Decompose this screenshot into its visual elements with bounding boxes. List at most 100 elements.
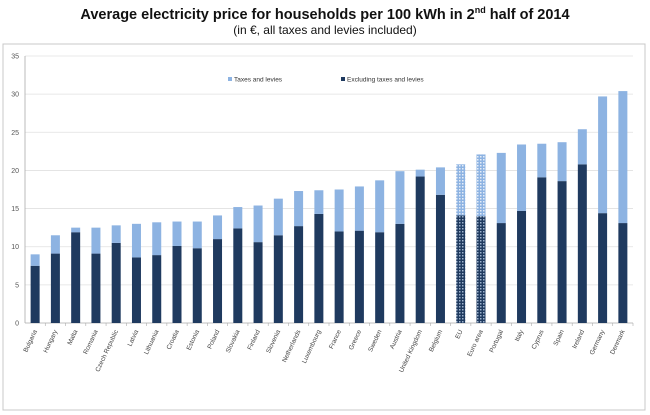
bar-excluding-croatia xyxy=(172,245,182,323)
bar-taxes-cyprus xyxy=(537,143,547,178)
x-tick-label: Italy xyxy=(514,328,526,342)
bar-excluding-euro-area xyxy=(476,216,486,323)
x-tick-label: Germany xyxy=(589,328,607,356)
bar-excluding-netherlands xyxy=(294,226,304,323)
y-tick-label: 0 xyxy=(15,321,19,328)
y-tick-label: 35 xyxy=(11,54,19,61)
x-tick-label: Croatia xyxy=(166,329,181,351)
bar-taxes-ireland xyxy=(577,129,587,165)
x-tick-label: Estonia xyxy=(186,329,202,352)
bar-taxes-malta xyxy=(71,227,81,233)
bar-excluding-eu xyxy=(456,215,466,323)
bar-taxes-romania xyxy=(91,227,101,254)
bar-taxes-latvia xyxy=(131,223,141,258)
bar-excluding-hungary xyxy=(50,253,60,323)
x-tick-label: Malta xyxy=(66,329,79,347)
legend-label-excluding: Excluding taxes and levies xyxy=(347,77,424,84)
x-tick-label: Slovenia xyxy=(265,329,282,355)
bar-excluding-greece xyxy=(354,230,364,323)
bar-taxes-sweden xyxy=(375,180,385,233)
x-tick-label: Portugal xyxy=(488,328,505,353)
bar-excluding-poland xyxy=(213,239,223,323)
x-tick-label: Spain xyxy=(553,329,567,347)
x-tick-label: Hungary xyxy=(42,328,59,354)
bar-taxes-finland xyxy=(253,205,263,243)
chart-frame xyxy=(2,43,646,411)
bar-excluding-latvia xyxy=(131,257,141,323)
x-tick-label: Czech Republic xyxy=(94,328,120,373)
x-tick-label: Bulgaria xyxy=(23,329,40,354)
x-tick-label: Slovakia xyxy=(225,329,242,355)
x-tick-label: EU xyxy=(454,329,464,340)
legend-label-taxes: Taxes and levies xyxy=(234,77,283,84)
x-tick-label: Ireland xyxy=(571,329,586,350)
chart-title: Average electricity price for households… xyxy=(0,5,650,23)
bar-taxes-eu xyxy=(456,164,466,216)
bar-excluding-italy xyxy=(517,210,527,323)
y-tick-label: 10 xyxy=(11,244,19,251)
bar-taxes-bulgaria xyxy=(30,254,40,266)
bar-excluding-sweden xyxy=(375,232,385,323)
bar-excluding-estonia xyxy=(192,248,202,323)
bar-excluding-malta xyxy=(71,232,81,323)
bar-taxes-austria xyxy=(395,171,405,224)
title-main: Average electricity price for households… xyxy=(80,6,475,23)
bar-excluding-lithuania xyxy=(152,255,162,323)
title-end: half of 2014 xyxy=(485,6,570,23)
bar-excluding-austria xyxy=(395,223,405,323)
bar-taxes-lithuania xyxy=(152,222,162,256)
bar-taxes-denmark xyxy=(618,91,628,224)
bar-excluding-france xyxy=(334,231,344,323)
bar-excluding-finland xyxy=(253,242,263,323)
bar-taxes-luxembourg xyxy=(314,190,324,214)
bar-excluding-czech-republic xyxy=(111,242,121,323)
bar-excluding-germany xyxy=(598,213,608,323)
bar-taxes-slovakia xyxy=(233,207,243,229)
bar-taxes-estonia xyxy=(192,221,202,249)
bar-excluding-cyprus xyxy=(537,177,547,323)
x-tick-label: Austria xyxy=(389,329,404,351)
bar-taxes-spain xyxy=(557,142,567,182)
bar-taxes-euro-area xyxy=(476,154,486,217)
bar-excluding-bulgaria xyxy=(30,265,40,323)
x-tick-label: Netherlands xyxy=(281,328,302,363)
chart-subtitle: (in €, all taxes and levies included) xyxy=(233,23,417,37)
bar-excluding-portugal xyxy=(496,223,506,323)
bar-excluding-romania xyxy=(91,253,101,323)
bar-taxes-czech-republic xyxy=(111,225,121,243)
bar-excluding-ireland xyxy=(577,164,587,323)
bar-excluding-spain xyxy=(557,181,567,323)
y-tick-label: 30 xyxy=(11,92,19,99)
bar-taxes-italy xyxy=(517,144,527,211)
bar-taxes-france xyxy=(334,189,344,232)
x-tick-label: Finland xyxy=(247,329,263,352)
x-tick-label: Latvia xyxy=(127,329,141,348)
bar-excluding-slovenia xyxy=(273,235,283,323)
bar-excluding-united-kingdom xyxy=(415,176,425,323)
x-tick-label: Greece xyxy=(348,329,364,352)
y-tick-label: 20 xyxy=(11,168,19,175)
x-tick-label: Belgium xyxy=(428,329,444,353)
bar-taxes-hungary xyxy=(50,235,60,254)
x-tick-label: France xyxy=(328,329,343,351)
x-tick-label: Lithuania xyxy=(143,329,161,356)
x-tick-label: Romania xyxy=(82,329,100,356)
x-tick-label: Poland xyxy=(206,329,221,351)
bar-excluding-luxembourg xyxy=(314,213,324,323)
bar-taxes-slovenia xyxy=(273,198,283,236)
bar-taxes-greece xyxy=(354,186,364,231)
x-tick-label: Cyprus xyxy=(531,328,546,350)
bar-taxes-poland xyxy=(213,215,223,240)
bar-taxes-croatia xyxy=(172,221,182,246)
x-tick-label: Luxembourg xyxy=(301,329,323,365)
title-sup: nd xyxy=(474,5,486,15)
x-tick-label: Denmark xyxy=(609,328,627,356)
legend-swatch-taxes xyxy=(228,77,232,81)
x-tick-label: Sweden xyxy=(367,329,383,354)
legend-swatch-excluding xyxy=(341,77,345,81)
bar-taxes-portugal xyxy=(496,152,506,224)
y-tick-label: 25 xyxy=(11,130,19,137)
bar-excluding-denmark xyxy=(618,223,628,323)
y-tick-label: 15 xyxy=(11,206,19,213)
